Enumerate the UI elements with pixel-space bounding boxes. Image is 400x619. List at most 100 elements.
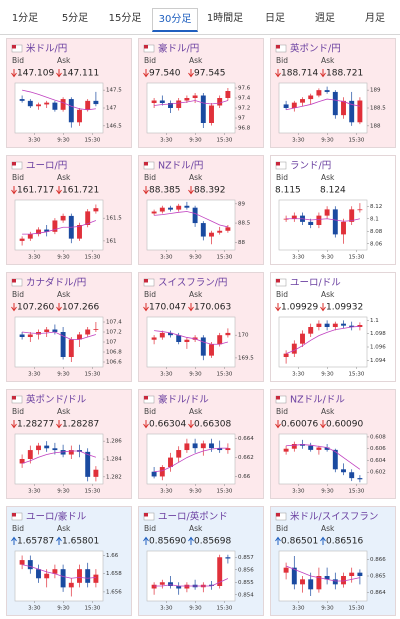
moving-average — [286, 218, 360, 222]
candle-body — [52, 569, 58, 574]
y-tick-label: 107.4 — [106, 320, 122, 326]
timeframe-tab[interactable]: 15分足 — [108, 13, 142, 24]
candle-body — [192, 95, 198, 98]
ask-price: 1.28287 — [62, 420, 99, 430]
candle-body — [341, 221, 346, 235]
bid-label: Bid — [12, 56, 24, 65]
candle-body — [68, 99, 74, 123]
rate-card[interactable]: ランド/円 Bid Ask 8.115 8.124 8.06 8.08 8.1 8.12 3:30… — [270, 155, 396, 265]
x-tick-label: 9:30 — [189, 255, 202, 261]
candle-body — [283, 567, 289, 573]
candle-body — [60, 99, 66, 110]
timeframe-tab[interactable]: 週足 — [315, 13, 335, 24]
x-tick-label: 3:30 — [292, 606, 305, 612]
bid-label: Bid — [276, 524, 288, 533]
rate-card[interactable]: 豪ドル/円 Bid Ask 97.540 97.545 96.8 97 97.2 97.4 97.… — [138, 38, 264, 148]
candle-body — [168, 207, 173, 210]
ask-price: 97.545 — [194, 69, 226, 79]
rate-card[interactable]: 英ポンド/ドル Bid Ask 1.28277 1.28287 1.282 1.284 1.2… — [6, 389, 132, 499]
ask-price: 1.09932 — [326, 303, 363, 313]
candle-body — [60, 332, 66, 357]
candle-body — [52, 448, 58, 451]
trend-arrow — [320, 69, 326, 78]
candle-body — [225, 557, 231, 559]
rate-card[interactable]: ユーロ/円 Bid Ask 161.717 161.721 161 161.5 3:30 9:3… — [6, 155, 132, 265]
timeframe-tab[interactable]: 5分足 — [61, 13, 89, 24]
ask-label: Ask — [57, 290, 71, 299]
rate-card[interactable]: 米ドル/円 Bid Ask 147.109 147.111 146.5 147 147.5 3:… — [6, 38, 132, 148]
rate-card[interactable]: NZドル/円 Bid Ask 88.385 88.392 88 88.5 89 3:30 9:30… — [138, 155, 264, 265]
rate-card[interactable]: NZドル/ドル Bid Ask 0.60076 0.60090 0.602 0.604 0.6… — [270, 389, 396, 499]
bid-price: 0.66304 — [149, 420, 186, 430]
trend-arrow — [56, 186, 62, 195]
flag-icon — [144, 396, 148, 400]
y-tick-label: 188 — [370, 123, 381, 129]
candle-body — [52, 220, 58, 232]
candle-body — [19, 560, 25, 565]
rate-card[interactable]: ユーロ/ドル Bid Ask 1.09929 1.09932 1.094 1.096 1.09… — [270, 272, 396, 382]
candle-body — [324, 90, 330, 92]
candle-body — [225, 332, 231, 336]
x-tick-label: 3:30 — [160, 489, 173, 495]
moving-average — [22, 331, 97, 340]
x-tick-label: 3:30 — [28, 372, 41, 378]
candle-body — [357, 478, 363, 480]
timeframe-tab[interactable]: 1分足 — [11, 13, 39, 24]
rate-card[interactable]: スイスフラン/円 Bid Ask 170.047 170.063 169.5 170 3:30… — [138, 272, 264, 382]
ask-price: 0.60090 — [326, 420, 363, 430]
y-tick-label: 0.664 — [238, 436, 254, 442]
timeframe-tab[interactable]: 1時間足 — [206, 13, 244, 24]
bid-price: 88.385 — [149, 186, 181, 196]
rate-card[interactable]: ユーロ/豪ドル Bid Ask 1.65787 1.65801 1.656 1.658 1.6… — [6, 506, 132, 616]
candle-body — [209, 344, 214, 356]
trend-arrow — [11, 536, 17, 545]
x-tick-label: 3:30 — [160, 606, 173, 612]
y-tick-label: 147 — [106, 106, 117, 112]
candle-body — [283, 104, 289, 108]
bid-price: 0.85690 — [149, 537, 186, 547]
x-tick-label: 15:30 — [85, 489, 101, 495]
candle-body — [225, 91, 231, 98]
rate-card[interactable]: 英ポンド/円 Bid Ask 188.714 188.721 188 188.5 189 3:3… — [270, 38, 396, 148]
chart-frame — [146, 433, 236, 485]
rate-card[interactable]: ユーロ/英ポンド Bid Ask 0.85690 0.85698 0.854 0.855 0.… — [138, 506, 264, 616]
candle-body — [93, 100, 99, 105]
bid-label: Bid — [144, 524, 156, 533]
y-tick-label: 1.656 — [106, 589, 122, 595]
candle-body — [308, 221, 314, 225]
y-tick-label: 0.606 — [370, 446, 386, 452]
rate-card[interactable]: 豪ドル/ドル Bid Ask 0.66304 0.66308 0.66 0.662 0.664… — [138, 389, 264, 499]
moving-average — [154, 578, 229, 587]
timeframe-tab[interactable]: 30分足 — [152, 8, 198, 32]
flag-icon — [276, 396, 280, 400]
rate-card[interactable]: 米ドル/スイスフラン Bid Ask 0.86501 0.86516 0.864 0.865… — [270, 506, 396, 616]
ask-price: 161.721 — [62, 186, 99, 196]
candle-body — [184, 205, 190, 208]
bid-price: 107.260 — [17, 303, 54, 313]
bid-price: 188.714 — [281, 69, 318, 79]
y-tick-label: 0.854 — [238, 592, 254, 598]
candle-body — [324, 576, 330, 580]
timeframe-tab[interactable]: 月足 — [365, 13, 385, 24]
timeframe-tab[interactable]: 日足 — [265, 13, 285, 24]
y-tick-label: 0.866 — [370, 557, 386, 563]
candle-body — [308, 445, 314, 450]
rate-card[interactable]: カナダドル/円 Bid Ask 107.260 107.266 106.6 106.8 107… — [6, 272, 132, 382]
x-tick-label: 3:30 — [28, 255, 41, 261]
candle-body — [209, 232, 214, 237]
pair-name: 豪ドル/ドル — [158, 394, 209, 406]
moving-average — [22, 220, 97, 235]
moving-average — [154, 100, 229, 106]
candle-body — [217, 448, 223, 451]
pair-name: ランド/円 — [290, 161, 331, 172]
flag-icon — [12, 279, 16, 283]
pair-name: カナダドル/円 — [26, 277, 86, 289]
candle-body — [85, 569, 91, 583]
x-tick-label: 3:30 — [160, 372, 173, 378]
candle-body — [27, 450, 33, 459]
candle-body — [192, 207, 198, 224]
x-tick-label: 9:30 — [321, 255, 334, 261]
y-tick-label: 8.1 — [370, 216, 379, 222]
